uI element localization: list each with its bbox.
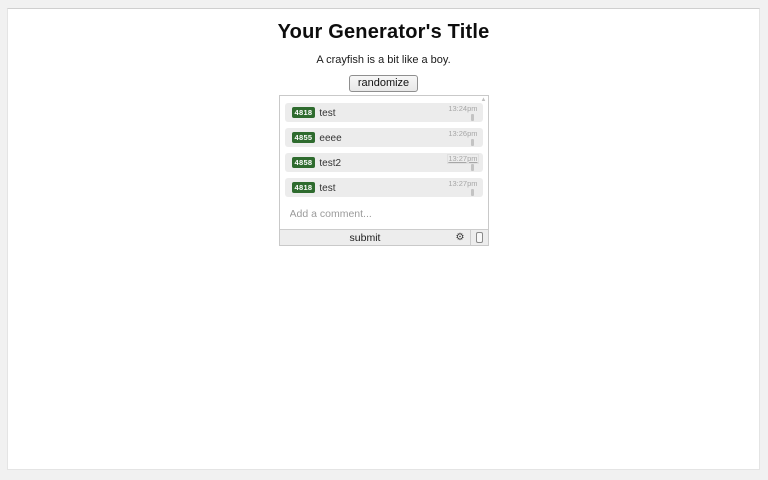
comment-timestamp[interactable]: 13:24pm <box>448 104 478 113</box>
flag-icon[interactable] <box>470 114 474 121</box>
randomize-button[interactable]: randomize <box>348 75 419 92</box>
submit-button[interactable]: submit <box>349 231 381 244</box>
flag-icon[interactable] <box>470 164 474 171</box>
user-id-badge: 4818 <box>291 107 316 118</box>
page-panel: Your Generator's Title A crayfish is a b… <box>7 8 760 470</box>
comment-text: test <box>319 107 336 119</box>
comment-text: test <box>319 182 336 194</box>
comment-timestamp[interactable]: 13:27pm <box>448 179 478 188</box>
user-id-badge: 4858 <box>291 157 316 168</box>
comment-text: test2 <box>319 157 342 169</box>
comment-row: 4858 test2 13:27pm <box>284 153 483 172</box>
flag-icon[interactable] <box>470 189 474 196</box>
generated-phrase: A crayfish is a bit like a boy. <box>316 54 451 66</box>
gear-icon[interactable]: ⚙ <box>455 231 465 243</box>
user-id-badge: 4818 <box>291 182 316 193</box>
comment-widget: ▲ 4818 test 13:24pm 4855 eeee 13:26pm <box>278 95 489 246</box>
submit-bar: submit ⚙ <box>279 229 488 245</box>
comment-timestamp[interactable]: 13:26pm <box>448 129 478 138</box>
comment-text: eeee <box>319 132 342 144</box>
comment-row: 4855 eeee 13:26pm <box>284 128 483 147</box>
comment-row: 4818 test 13:24pm <box>284 103 483 122</box>
page-title: Your Generator's Title <box>277 21 490 43</box>
comment-row: 4818 test 13:27pm <box>284 178 483 197</box>
divider <box>469 230 471 245</box>
flag-icon[interactable] <box>470 139 474 146</box>
comment-timestamp[interactable]: 13:27pm <box>447 154 479 164</box>
mobile-icon[interactable] <box>475 232 483 243</box>
user-id-badge: 4855 <box>291 132 316 143</box>
comment-list: 4818 test 13:24pm 4855 eeee 13:26pm 4858… <box>280 96 488 197</box>
scrollbar-up-icon[interactable]: ▲ <box>480 97 487 103</box>
